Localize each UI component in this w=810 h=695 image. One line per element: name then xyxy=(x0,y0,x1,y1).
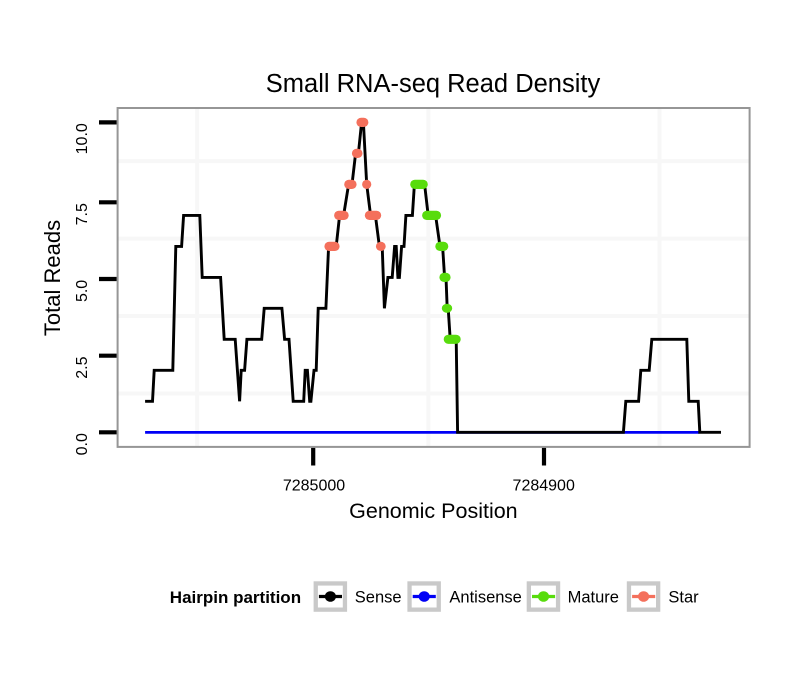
svg-text:5.0: 5.0 xyxy=(74,280,91,302)
svg-text:2.5: 2.5 xyxy=(74,356,91,378)
svg-text:Genomic Position: Genomic Position xyxy=(349,499,518,523)
svg-text:7285000: 7285000 xyxy=(283,478,345,495)
svg-text:Antisense: Antisense xyxy=(449,589,521,607)
svg-text:Sense: Sense xyxy=(355,589,402,607)
svg-text:7.5: 7.5 xyxy=(74,203,91,225)
svg-text:Hairpin partition: Hairpin partition xyxy=(170,588,301,607)
svg-text:Small RNA-seq Read Density: Small RNA-seq Read Density xyxy=(266,70,601,98)
svg-text:Total Reads: Total Reads xyxy=(40,220,65,336)
svg-text:7284900: 7284900 xyxy=(513,478,575,495)
svg-text:Star: Star xyxy=(668,589,699,607)
svg-text:10.0: 10.0 xyxy=(74,123,91,154)
svg-text:Mature: Mature xyxy=(568,589,619,607)
svg-text:0.0: 0.0 xyxy=(74,433,91,455)
